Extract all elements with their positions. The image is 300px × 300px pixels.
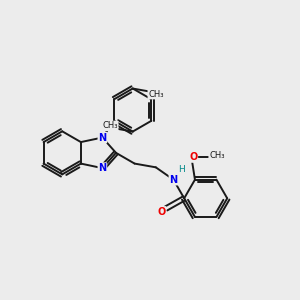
Text: CH₃: CH₃ [148, 90, 164, 99]
Text: O: O [189, 152, 197, 162]
Text: H: H [178, 165, 185, 174]
Text: N: N [169, 175, 178, 185]
Text: CH₃: CH₃ [209, 152, 225, 160]
Text: N: N [98, 133, 106, 142]
Text: O: O [158, 207, 166, 217]
Text: CH₃: CH₃ [102, 122, 118, 130]
Text: N: N [98, 163, 106, 173]
